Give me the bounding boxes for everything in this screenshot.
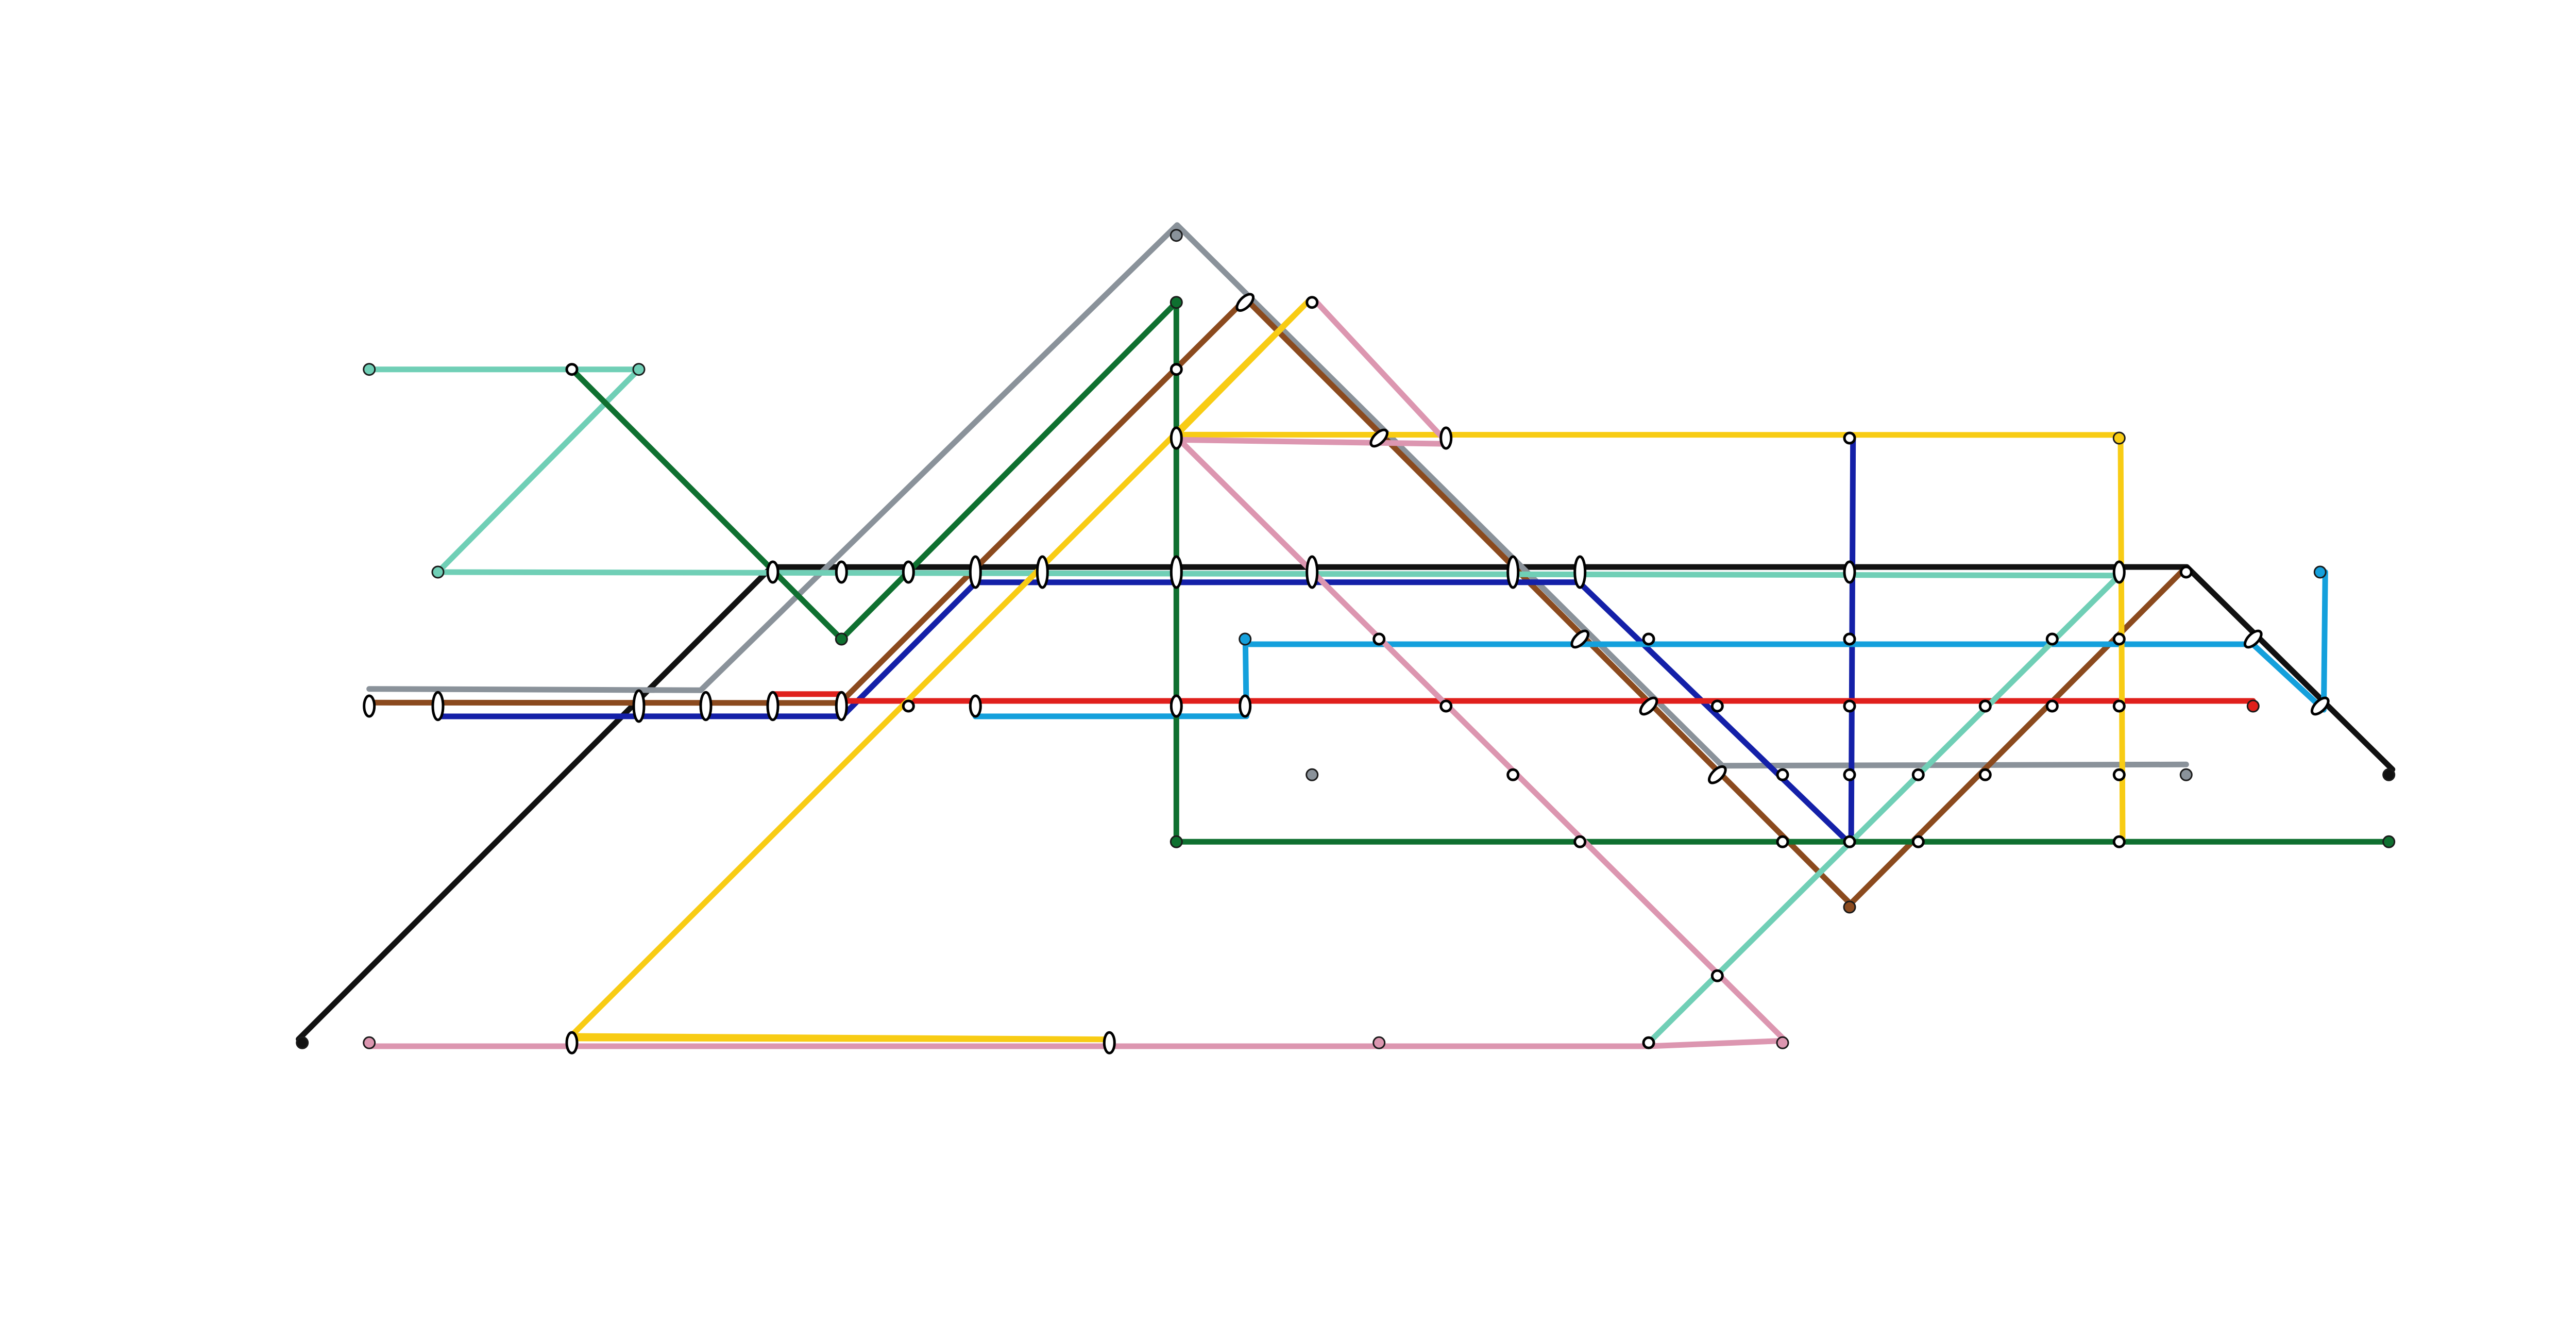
terminus-sky — [2313, 565, 2327, 579]
station-marker — [1573, 835, 1587, 848]
station-marker — [835, 560, 848, 584]
station-marker — [1235, 293, 1255, 312]
terminus-black — [2382, 768, 2396, 781]
station-marker — [1170, 694, 1183, 718]
station-marker — [1170, 426, 1183, 450]
terminus-gray — [1170, 229, 1183, 242]
station-marker — [1978, 699, 1992, 713]
station-marker — [1776, 835, 1789, 848]
station-marker — [431, 691, 445, 722]
station-marker — [1036, 555, 1049, 589]
terminus-teal — [363, 363, 376, 376]
station-marker — [2243, 629, 2263, 649]
terminus-darkgreen — [835, 632, 848, 646]
terminus-darkgreen — [2382, 835, 2396, 848]
station-marker — [2112, 699, 2126, 713]
station-marker — [1439, 699, 1453, 713]
terminus-brown — [1843, 900, 1856, 914]
station-marker — [1170, 555, 1183, 589]
terminus-darkgreen — [1170, 835, 1183, 848]
station-marker — [969, 694, 982, 718]
station-marker — [363, 694, 376, 718]
station-marker — [1506, 768, 1520, 781]
station-marker — [2179, 565, 2193, 579]
station-marker — [2112, 560, 2126, 584]
route-sky — [972, 569, 2328, 719]
station-marker — [2112, 768, 2126, 781]
terminus-darkgreen — [1170, 296, 1183, 309]
route-yellow — [566, 297, 2126, 1043]
terminus-pink — [363, 1036, 376, 1049]
station-marker — [1707, 765, 1727, 784]
station-marker — [1103, 1031, 1116, 1054]
station-marker — [766, 691, 779, 722]
station-marker — [1911, 768, 1925, 781]
station-marker — [1843, 632, 1856, 646]
station-marker — [1369, 428, 1389, 448]
stations — [296, 229, 2396, 1054]
station-marker — [1843, 699, 1856, 713]
station-marker — [1710, 969, 1724, 982]
station-marker — [2045, 632, 2059, 646]
route-brown — [366, 296, 2187, 907]
terminus-red — [2246, 699, 2260, 713]
station-marker — [1439, 426, 1453, 450]
terminus-gray — [2179, 768, 2193, 781]
route-red — [770, 691, 2256, 704]
terminus-pink — [1372, 1036, 1386, 1049]
terminus-yellow — [2112, 431, 2126, 445]
station-marker — [1570, 629, 1590, 649]
station-marker — [1843, 431, 1856, 445]
station-marker — [1843, 835, 1856, 848]
station-marker — [1306, 296, 1319, 309]
terminus-sky — [1239, 632, 1252, 646]
station-marker — [1776, 768, 1789, 781]
station-marker — [1978, 768, 1992, 781]
station-marker — [1843, 768, 1856, 781]
terminus-teal — [431, 565, 445, 579]
route-black — [296, 564, 2396, 1042]
station-marker — [969, 555, 982, 589]
station-marker — [1506, 555, 1520, 589]
station-marker — [632, 689, 646, 723]
station-marker — [902, 699, 915, 713]
station-marker — [1911, 835, 1925, 848]
station-marker — [699, 691, 713, 722]
station-marker — [1372, 632, 1386, 646]
terminus-pink — [1776, 1036, 1789, 1049]
station-marker — [1642, 1036, 1655, 1049]
station-marker — [1573, 555, 1587, 589]
terminus-teal — [632, 363, 646, 376]
station-marker — [1843, 560, 1856, 584]
station-marker — [2045, 699, 2059, 713]
station-marker — [2112, 632, 2126, 646]
station-marker — [1639, 696, 1658, 716]
station-marker — [2310, 696, 2330, 716]
station-marker — [565, 1031, 579, 1054]
station-marker — [1306, 555, 1319, 589]
route-lines — [296, 222, 2396, 1049]
station-marker — [2112, 835, 2126, 848]
station-marker — [1710, 699, 1724, 713]
station-marker — [766, 560, 779, 584]
terminus-black — [296, 1036, 309, 1049]
station-marker — [1642, 632, 1655, 646]
station-marker — [1239, 694, 1252, 718]
station-marker — [565, 363, 579, 376]
route-gray — [366, 222, 2189, 769]
route-pink — [366, 297, 1788, 1049]
station-marker — [835, 691, 848, 722]
station-marker — [1170, 363, 1183, 376]
terminus-gray — [1306, 768, 1319, 781]
station-marker — [902, 560, 915, 584]
